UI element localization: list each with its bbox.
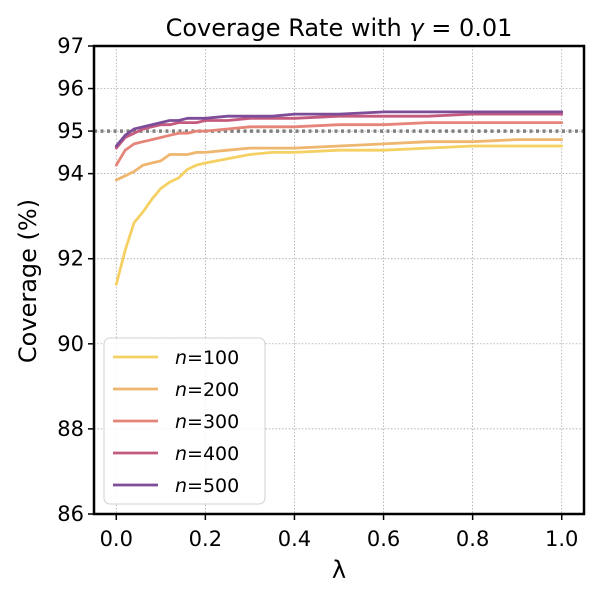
series-line-n-500 — [114, 110, 564, 148]
legend-label: n=100 — [175, 347, 239, 369]
y-tick-label: 86 — [57, 502, 84, 526]
y-tick-label: 96 — [57, 77, 84, 101]
series-layer — [114, 110, 564, 286]
x-tick-label: 1.0 — [545, 527, 578, 551]
x-axis-label: λ — [332, 556, 346, 584]
y-tick-label: 90 — [57, 332, 84, 356]
y-tick-label: 88 — [57, 417, 84, 441]
series-line-n-200 — [114, 138, 564, 182]
y-axis-label: Coverage (%) — [14, 199, 42, 363]
x-tick-label: 0.0 — [100, 527, 133, 551]
legend: n=100 n=200 n=300 n=400 n=500 — [103, 337, 266, 505]
x-tick-label: 0.8 — [456, 527, 489, 551]
legend-label: n=400 — [175, 443, 239, 465]
series-line-n-100 — [114, 144, 564, 286]
legend-box — [103, 337, 266, 505]
chart-title: Coverage Rate with γ = 0.01 — [166, 14, 513, 42]
y-tick-label: 92 — [57, 247, 84, 271]
x-tick-label: 0.6 — [367, 527, 400, 551]
y-tick-label: 97 — [57, 34, 84, 58]
axis-ticks: 0.0 0.2 0.4 0.6 0.8 1.0 86 88 90 92 94 95 96 97 — [57, 34, 578, 551]
legend-label: n=500 — [175, 475, 239, 497]
plot-frame — [92, 44, 586, 516]
series-line-n-400 — [114, 112, 564, 150]
legend-label: n=200 — [175, 379, 239, 401]
series-line-n-300 — [114, 121, 564, 167]
x-tick-label: 0.4 — [278, 527, 311, 551]
x-tick-label: 0.2 — [189, 527, 222, 551]
legend-label: n=300 — [175, 411, 239, 433]
y-tick-label: 94 — [57, 162, 84, 186]
y-tick-label: 95 — [57, 119, 84, 143]
